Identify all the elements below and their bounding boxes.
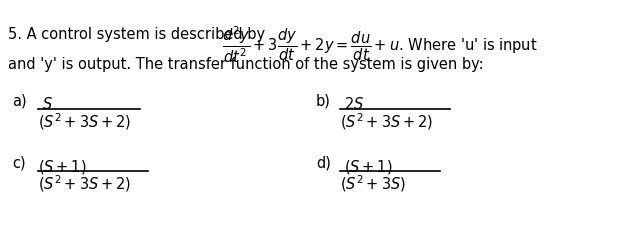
Text: $(S+1)$: $(S+1)$ [38,158,87,176]
Text: $2S$: $2S$ [344,96,364,112]
Text: $(S^2+3S)$: $(S^2+3S)$ [340,173,406,194]
Text: $(S+1)$: $(S+1)$ [344,158,392,176]
Text: b): b) [316,93,331,108]
Text: a): a) [12,93,27,108]
Text: $(S^2+3S+2)$: $(S^2+3S+2)$ [38,111,131,132]
Text: c): c) [12,155,25,170]
Text: and 'y' is output. The transfer function of the system is given by:: and 'y' is output. The transfer function… [8,57,484,72]
Text: d): d) [316,155,331,170]
Text: $(S^2+3S+2)$: $(S^2+3S+2)$ [38,173,131,194]
Text: 5. A control system is described by: 5. A control system is described by [8,27,265,42]
Text: $(S^2+3S+2)$: $(S^2+3S+2)$ [340,111,433,132]
Text: $\dfrac{d^2y}{dt^2} + 3\dfrac{dy}{dt} + 2y = \dfrac{du}{dt} + u$. Where 'u' is i: $\dfrac{d^2y}{dt^2} + 3\dfrac{dy}{dt} + … [222,24,538,65]
Text: $S$: $S$ [42,96,53,112]
